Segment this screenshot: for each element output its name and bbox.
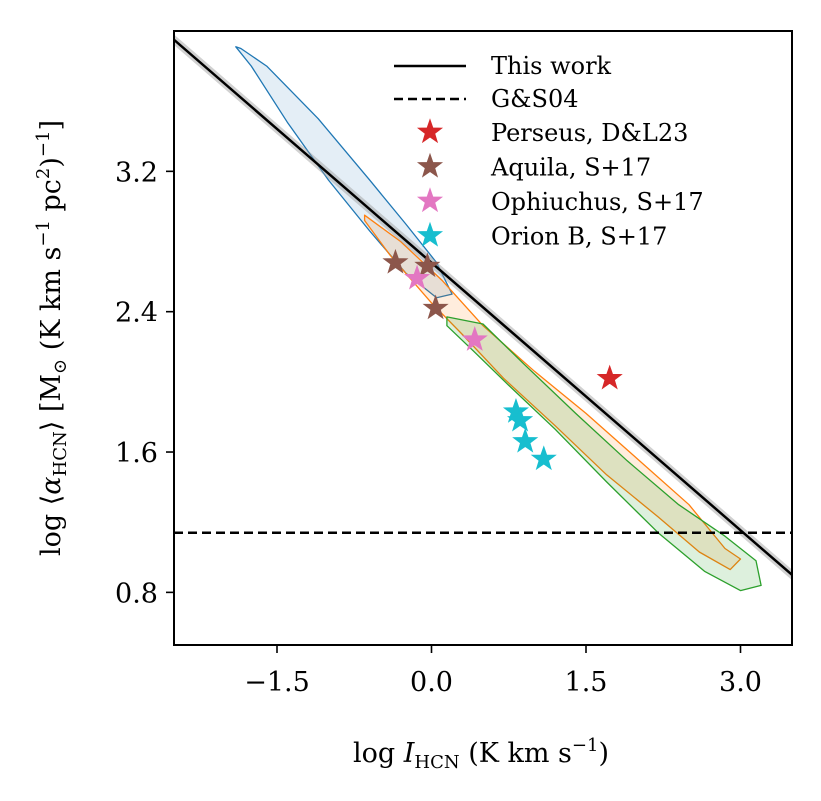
legend-handle-orion-b-s-17 bbox=[416, 221, 444, 247]
x-label-pre: log bbox=[353, 738, 404, 769]
star-aquila-s-17-2 bbox=[422, 294, 449, 320]
x-axis-label: log IHCN (K km s−1) bbox=[353, 735, 609, 773]
plot-area bbox=[174, 34, 792, 592]
legend-handle-perseus-d-l23 bbox=[416, 118, 444, 144]
x-tick-label: −1.5 bbox=[244, 667, 310, 698]
x-tick-label: 0.0 bbox=[410, 667, 453, 698]
y-axis-ticks: 0.8 1.6 2.4 3.2 bbox=[115, 157, 174, 609]
legend: This work G&S04 Perseus, D&L23 Aquila, S+… bbox=[394, 52, 704, 251]
star-orion-b-s-17-2 bbox=[512, 427, 539, 453]
x-label-sup: −1 bbox=[572, 735, 599, 756]
star-aquila-s-17-1 bbox=[414, 252, 441, 278]
star-aquila-s-17-0 bbox=[382, 248, 409, 274]
y-label-sup1: −1 bbox=[33, 220, 54, 247]
x-label-close: ) bbox=[598, 738, 609, 769]
y-tick-label: 1.6 bbox=[115, 438, 158, 469]
y-tick-label: 3.2 bbox=[115, 157, 158, 188]
y-label-sym: α bbox=[36, 477, 67, 495]
y-tick-label: 2.4 bbox=[115, 298, 158, 329]
lines bbox=[174, 38, 792, 576]
x-tick-label: 3.0 bbox=[719, 667, 762, 698]
y-tick-label: 0.8 bbox=[115, 578, 158, 609]
data-stars bbox=[382, 248, 623, 471]
fit-line-this-work bbox=[174, 38, 792, 576]
y-label-mid: ⟩ [M bbox=[36, 374, 67, 431]
x-tick-label: 1.5 bbox=[565, 667, 608, 698]
star-ophiuchus-s-17-1 bbox=[461, 326, 488, 351]
star-orion-b-s-17-3 bbox=[530, 445, 557, 471]
contour-2 bbox=[446, 316, 762, 592]
legend-label-ophiuchus-s-17: Ophiuchus, S+17 bbox=[491, 188, 704, 216]
x-axis-ticks: −1.5 0.0 1.5 3.0 bbox=[244, 645, 762, 698]
y-label-close: ) bbox=[36, 157, 67, 168]
y-label-post: (K km s bbox=[36, 247, 67, 359]
legend-handle-ophiuchus-s-17 bbox=[416, 187, 444, 213]
y-label-sun: ⊙ bbox=[50, 359, 71, 374]
y-label-end: ] bbox=[36, 120, 67, 131]
x-label-sym: I bbox=[403, 738, 416, 769]
x-label-sub: HCN bbox=[414, 752, 459, 773]
star-perseus-d-l23-0 bbox=[596, 364, 623, 390]
legend-label-this-work: This work bbox=[491, 52, 612, 80]
star-orion-b-s-17-1 bbox=[507, 406, 534, 432]
y-label-sup3: −1 bbox=[33, 131, 54, 158]
star-ophiuchus-s-17-0 bbox=[404, 264, 431, 290]
legend-handle-aquila-s-17 bbox=[416, 152, 444, 178]
legend-label-gs04: G&S04 bbox=[491, 85, 579, 113]
y-label-pre: log ⟨ bbox=[36, 495, 67, 556]
legend-label-aquila-s-17: Aquila, S+17 bbox=[490, 154, 651, 182]
y-label-sup2: 2 bbox=[33, 168, 54, 179]
x-label-post: (K km s bbox=[460, 738, 572, 769]
axes-frame bbox=[173, 30, 793, 646]
y-label-sub: HCN bbox=[50, 431, 71, 476]
y-axis-label: log ⟨αHCN⟩ [M⊙ (K km s−1 pc2)−1] bbox=[33, 120, 71, 556]
legend-label-perseus-d-l23: Perseus, D&L23 bbox=[491, 119, 688, 147]
legend-label-orion-b-s-17: Orion B, S+17 bbox=[491, 223, 667, 251]
y-label-post2: pc bbox=[36, 179, 67, 220]
